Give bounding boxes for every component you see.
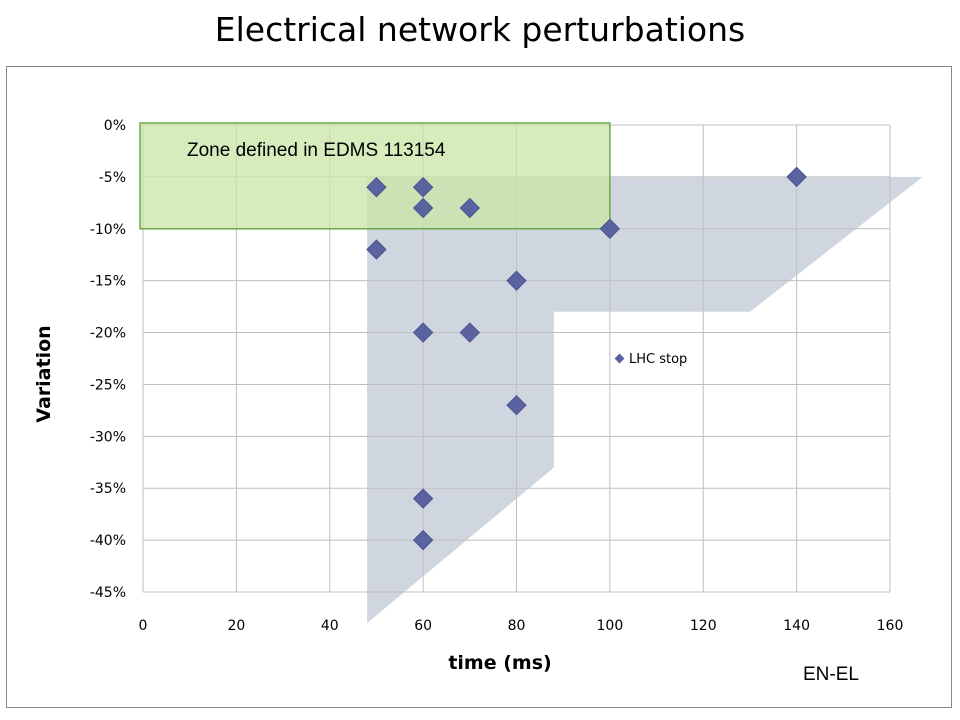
footer-tag: EN-EL: [803, 664, 859, 685]
marker-layer: [366, 166, 807, 551]
legend-marker: [614, 353, 625, 364]
y-tick-label: -40%: [90, 533, 126, 549]
data-point: [506, 270, 527, 291]
shaded-region: [367, 176, 923, 624]
data-point: [412, 529, 434, 551]
data-point: [412, 177, 434, 198]
zone-layer: Zone defined in EDMS 113154: [139, 122, 611, 230]
y-tick-label: -15%: [90, 274, 126, 290]
y-axis-title: Variation: [33, 325, 55, 422]
data-point: [412, 488, 434, 509]
data-point: [506, 394, 527, 416]
slide-title: Electrical network perturbations: [214, 10, 746, 49]
y-tick-label: -20%: [90, 326, 126, 342]
data-point: [459, 197, 481, 219]
y-tick-label: 0%: [104, 118, 126, 134]
x-tick-label: 0: [139, 618, 148, 634]
x-tick-label: 140: [783, 618, 810, 634]
y-tick-label: -45%: [90, 585, 126, 601]
data-point: [786, 166, 807, 188]
x-axis-title: time (ms): [448, 652, 551, 674]
y-tick-label: -10%: [90, 222, 126, 238]
data-point: [412, 197, 434, 219]
legend-label: LHC stop: [629, 352, 687, 367]
shaded-region-layer: [367, 176, 923, 624]
data-point: [412, 322, 434, 343]
data-point: [366, 177, 387, 198]
x-tick-label: 160: [877, 618, 904, 634]
x-tick-label: 120: [690, 618, 717, 634]
x-tick-label: 60: [414, 618, 432, 634]
data-point: [599, 218, 621, 239]
zone-rect: [139, 122, 611, 230]
x-tick-label: 100: [597, 618, 624, 634]
x-tick-label: 40: [321, 618, 339, 634]
data-point: [459, 322, 481, 343]
data-point: [366, 239, 387, 260]
y-tick-label: -35%: [90, 481, 126, 497]
legend: LHC stop: [614, 352, 687, 367]
chart-frame: [6, 66, 952, 708]
y-tick-label: -25%: [90, 377, 126, 393]
y-tick-label: -5%: [99, 170, 126, 186]
tick-layer: 0% -5% -10% -15% -20% -25% -30% -35% -40% -45% 0 20…: [90, 118, 904, 634]
x-tick-label: 80: [508, 618, 526, 634]
x-tick-label: 20: [227, 618, 245, 634]
zone-label: Zone defined in EDMS 113154: [187, 140, 446, 161]
y-tick-label: -30%: [90, 429, 126, 445]
